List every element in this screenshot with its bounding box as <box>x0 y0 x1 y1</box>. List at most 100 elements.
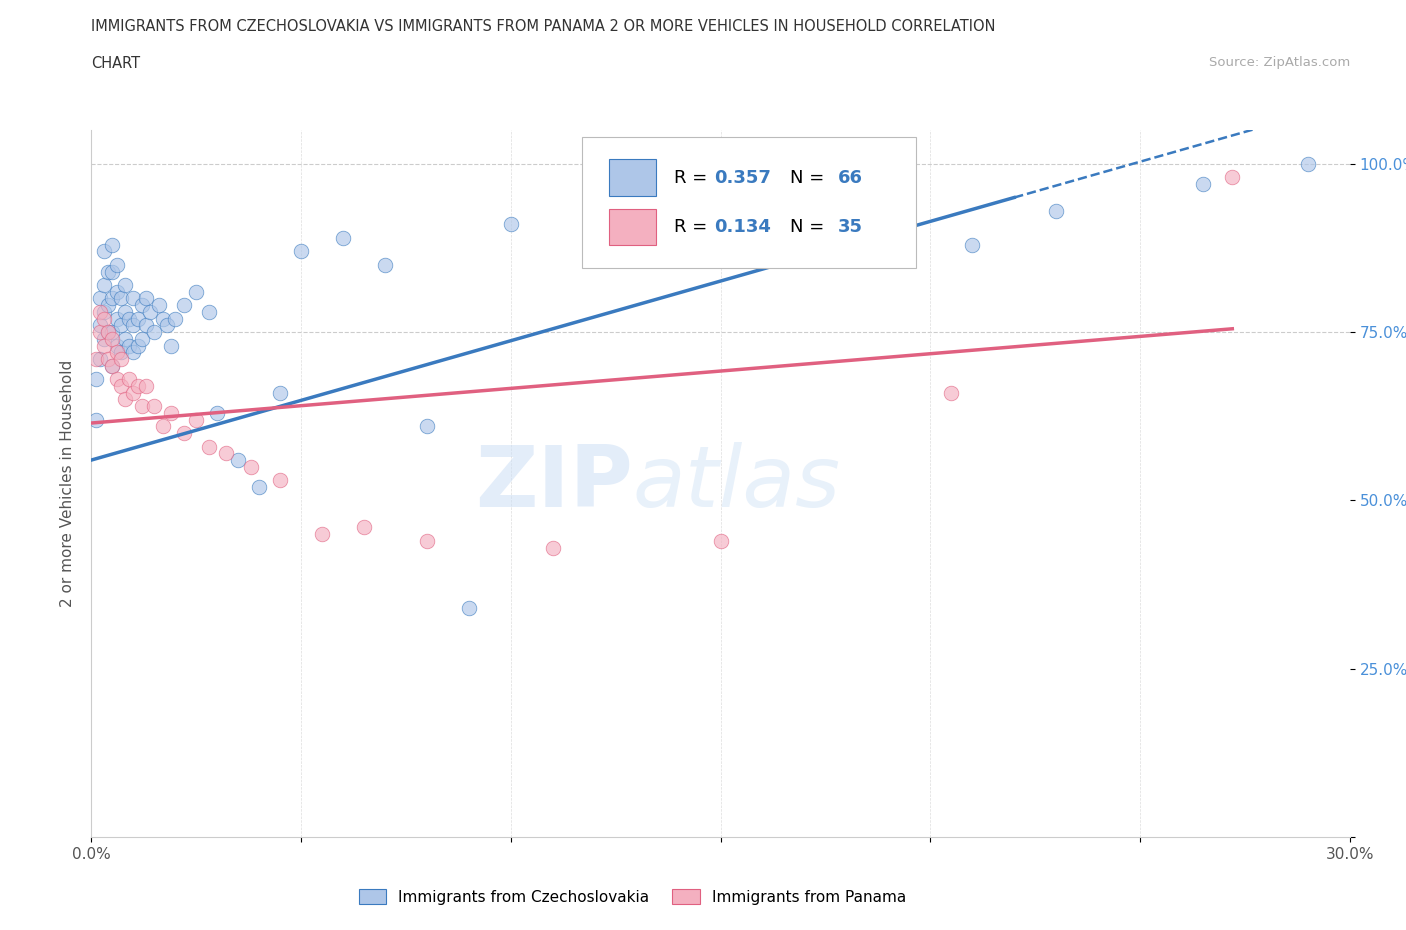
Text: R =: R = <box>673 218 713 236</box>
Point <box>122 345 145 360</box>
Point <box>122 291 145 306</box>
Legend: Immigrants from Czechoslovakia, Immigrants from Panama: Immigrants from Czechoslovakia, Immigran… <box>353 883 912 910</box>
Point <box>97 264 120 279</box>
Point <box>101 331 124 346</box>
Text: Source: ZipAtlas.com: Source: ZipAtlas.com <box>1209 56 1350 69</box>
Point <box>160 339 183 353</box>
Point <box>101 325 124 339</box>
Point <box>127 339 149 353</box>
Point <box>214 445 236 460</box>
Text: 35: 35 <box>838 218 863 236</box>
Point <box>105 372 128 387</box>
Y-axis label: 2 or more Vehicles in Household: 2 or more Vehicles in Household <box>59 360 75 607</box>
Point <box>1045 204 1067 219</box>
Point <box>89 325 111 339</box>
Point <box>165 312 187 326</box>
Point <box>332 231 354 246</box>
Point <box>139 304 162 319</box>
Point <box>541 540 564 555</box>
Point <box>198 304 221 319</box>
Point <box>962 237 984 252</box>
Point <box>101 358 124 373</box>
Point <box>173 426 195 441</box>
Point <box>114 331 136 346</box>
Point <box>152 418 174 433</box>
Point <box>97 298 120 312</box>
Point <box>160 405 183 420</box>
Point <box>941 385 963 400</box>
Text: 0.357: 0.357 <box>714 168 770 187</box>
Point <box>101 358 124 373</box>
Point <box>97 325 120 339</box>
Point <box>110 379 132 393</box>
Point <box>114 277 136 292</box>
Point <box>105 312 128 326</box>
Point <box>1220 170 1243 185</box>
Text: atlas: atlas <box>633 442 841 525</box>
Point <box>89 318 111 333</box>
Text: R =: R = <box>673 168 713 187</box>
Point <box>110 291 132 306</box>
Point <box>135 379 157 393</box>
Point <box>239 459 262 474</box>
Point <box>173 298 195 312</box>
Point <box>131 331 153 346</box>
Point <box>135 318 157 333</box>
Point <box>89 304 111 319</box>
Point <box>416 418 439 433</box>
Point <box>93 304 115 319</box>
Point <box>110 352 132 366</box>
Text: IMMIGRANTS FROM CZECHOSLOVAKIA VS IMMIGRANTS FROM PANAMA 2 OR MORE VEHICLES IN H: IMMIGRANTS FROM CZECHOSLOVAKIA VS IMMIGR… <box>91 19 995 33</box>
Point <box>269 472 291 487</box>
Point <box>118 312 141 326</box>
Point <box>247 480 270 495</box>
Point <box>668 244 690 259</box>
Point <box>114 304 136 319</box>
Point <box>93 277 115 292</box>
Point <box>89 352 111 366</box>
Bar <box>609 159 657 196</box>
Point <box>143 325 166 339</box>
Text: N =: N = <box>790 168 830 187</box>
Point <box>1296 156 1319 171</box>
Point <box>84 352 107 366</box>
Point <box>583 231 606 246</box>
Point <box>101 237 124 252</box>
Point <box>105 339 128 353</box>
Text: 0.134: 0.134 <box>714 218 770 236</box>
Point <box>226 453 249 468</box>
Point <box>105 345 128 360</box>
Point <box>93 339 115 353</box>
Point <box>198 439 221 454</box>
Point <box>205 405 228 420</box>
Text: 66: 66 <box>838 168 863 187</box>
Point <box>114 392 136 407</box>
Point <box>84 412 107 427</box>
Point <box>110 345 132 360</box>
Point <box>118 339 141 353</box>
Point <box>1192 177 1215 192</box>
Point <box>269 385 291 400</box>
Point <box>156 318 179 333</box>
Text: CHART: CHART <box>91 56 141 71</box>
Point <box>105 258 128 272</box>
Point <box>148 298 170 312</box>
Point <box>101 264 124 279</box>
Point <box>416 534 439 549</box>
Point <box>127 379 149 393</box>
Point <box>127 312 149 326</box>
Point <box>89 291 111 306</box>
Point <box>93 312 115 326</box>
Point <box>709 534 731 549</box>
Bar <box>609 208 657 246</box>
FancyBboxPatch shape <box>582 138 915 268</box>
Point <box>118 372 141 387</box>
Point <box>856 210 879 225</box>
Point <box>93 331 115 346</box>
Point <box>131 399 153 414</box>
Point <box>457 601 479 616</box>
Point <box>97 325 120 339</box>
Point <box>290 244 312 259</box>
Point <box>143 399 166 414</box>
Point <box>152 312 174 326</box>
